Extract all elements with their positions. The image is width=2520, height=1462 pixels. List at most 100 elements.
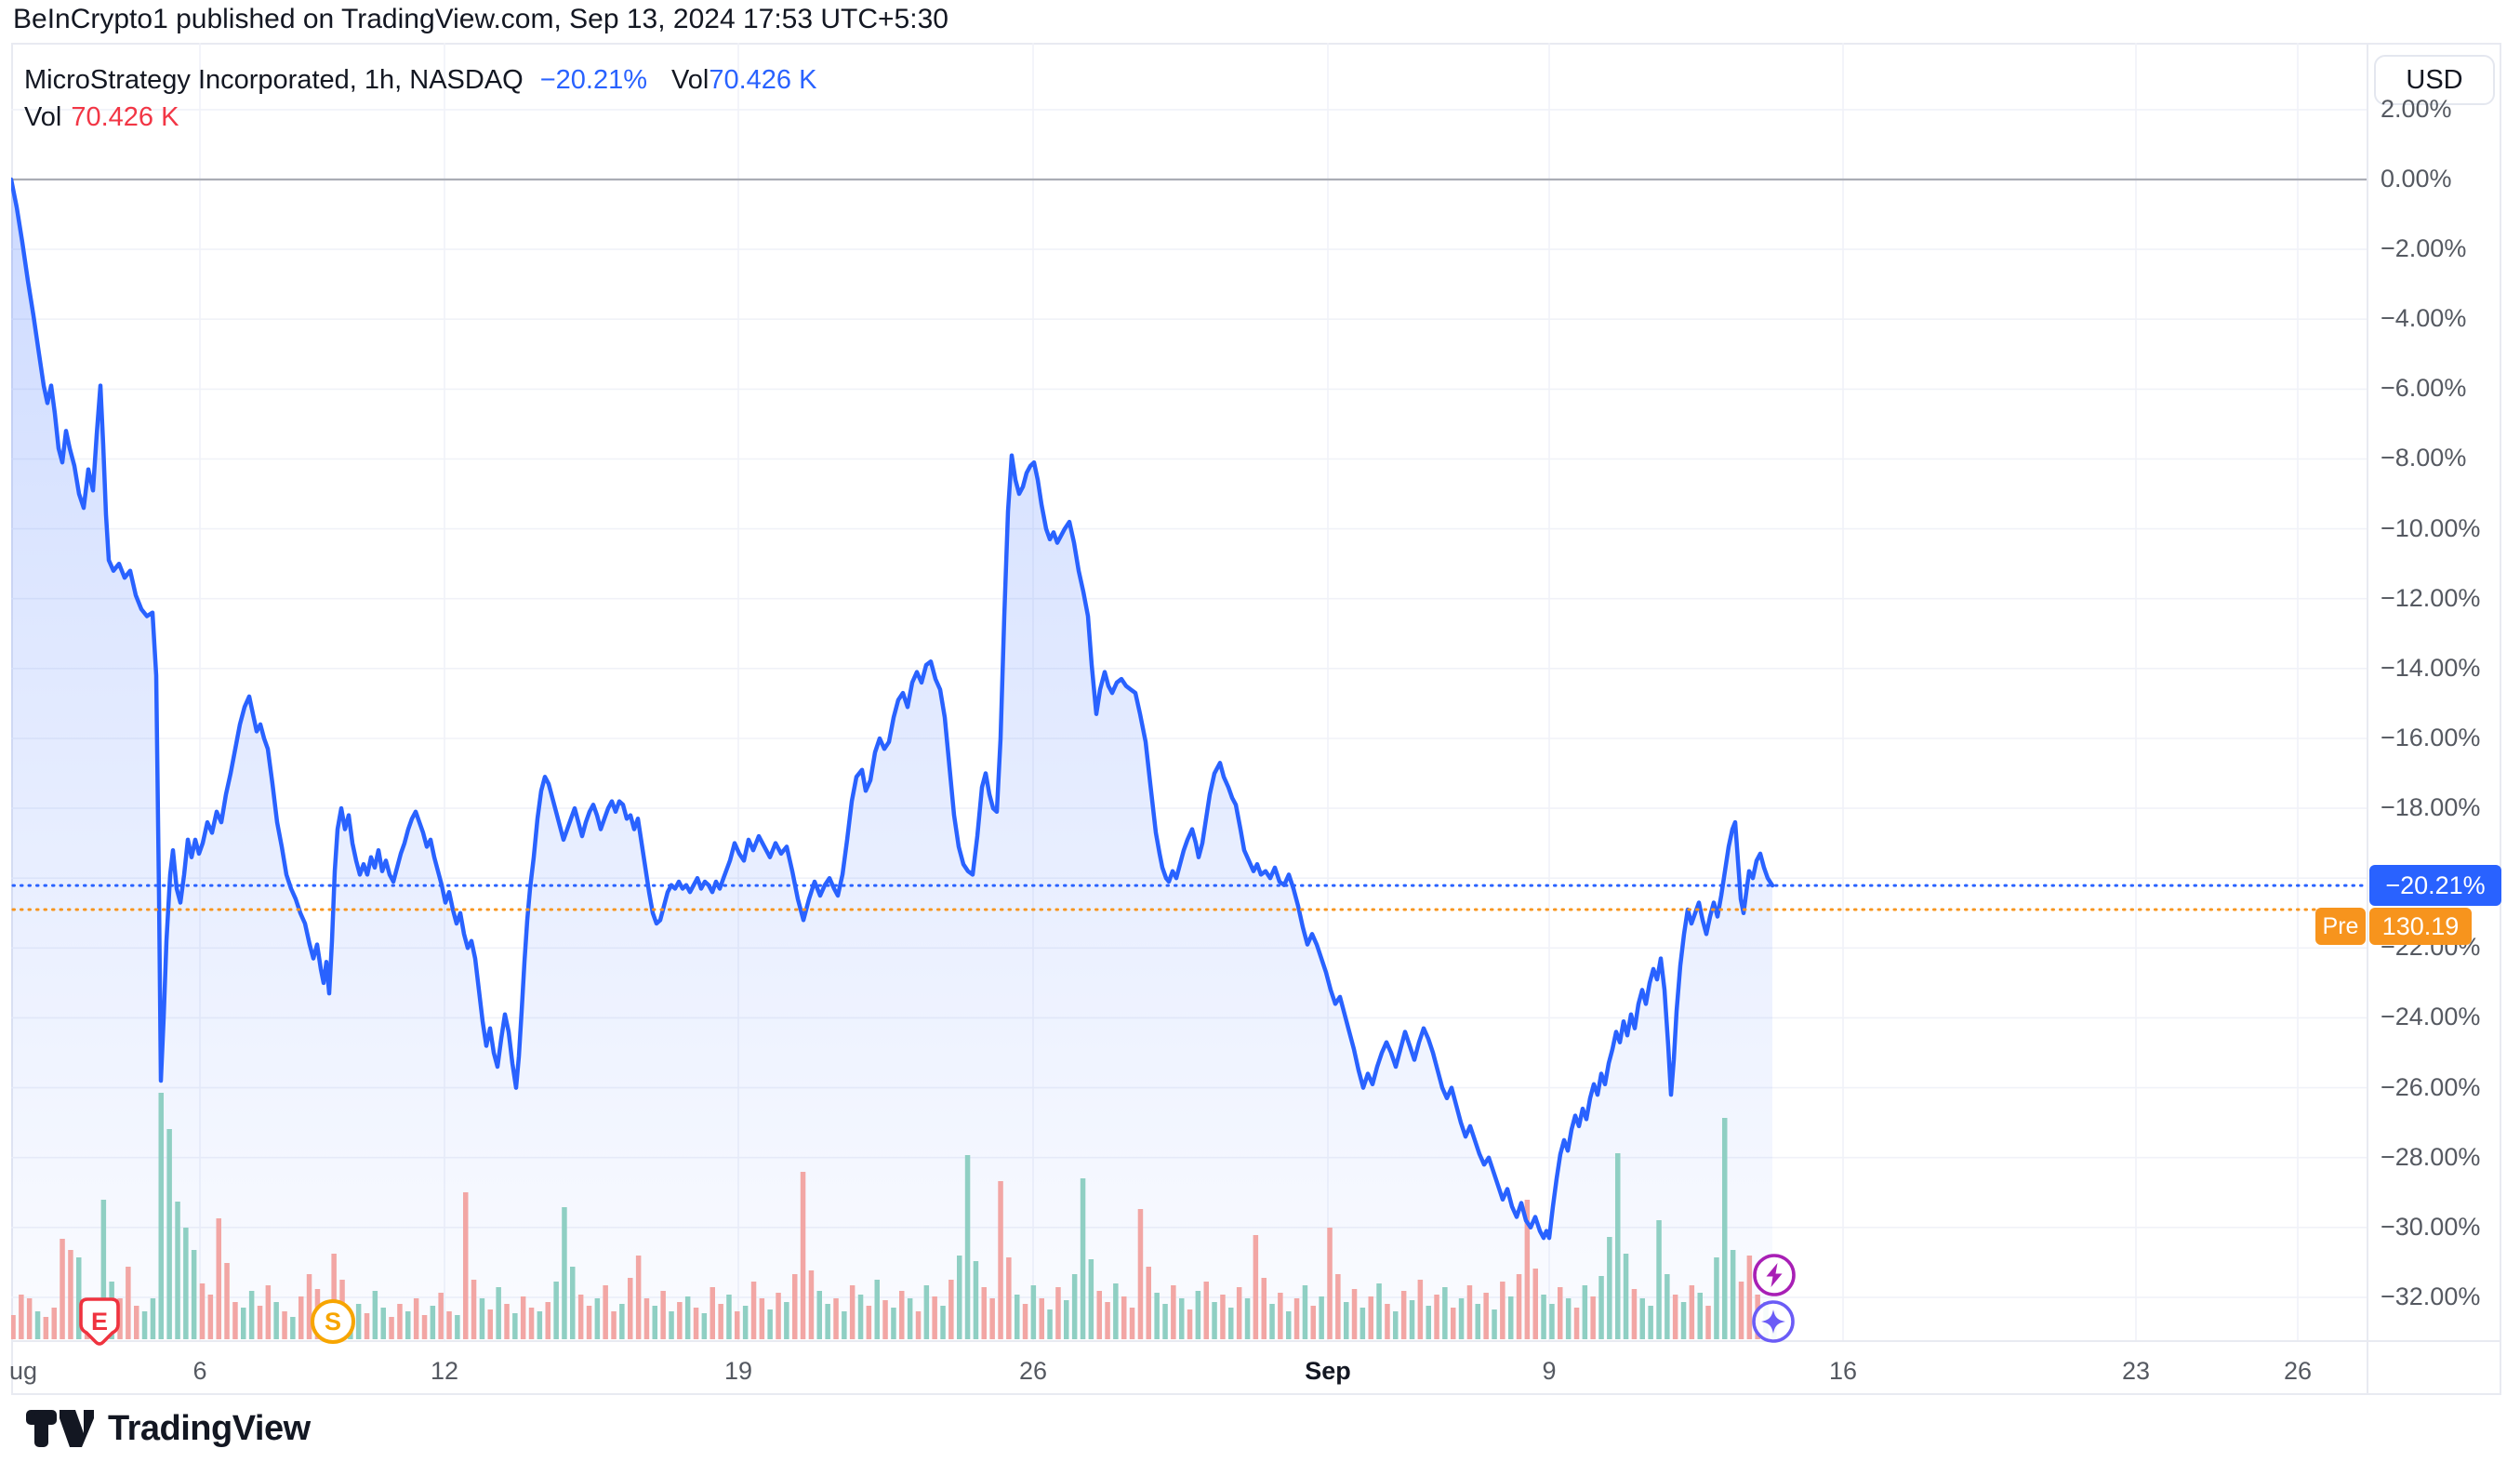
volume-bar xyxy=(1508,1296,1514,1339)
volume-bar xyxy=(1319,1296,1324,1339)
volume-bar xyxy=(389,1317,394,1339)
volume-bar xyxy=(1244,1298,1251,1339)
volume-bar xyxy=(684,1296,691,1339)
volume-bar xyxy=(1442,1287,1448,1339)
volume-bar xyxy=(1393,1311,1399,1339)
volume-bar xyxy=(34,1311,41,1339)
volume-bar xyxy=(1096,1291,1102,1339)
volume-bar xyxy=(298,1296,304,1339)
volume-bar xyxy=(248,1291,255,1339)
volume-bar xyxy=(1500,1282,1505,1339)
volume-bar xyxy=(1582,1285,1588,1339)
volume-bar xyxy=(1146,1267,1151,1339)
attribution-text: BeInCrypto1 published on TradingView.com… xyxy=(13,4,948,34)
volume-bar xyxy=(537,1311,543,1339)
volume-bar xyxy=(1030,1285,1037,1339)
volume-bar xyxy=(1376,1283,1382,1339)
earnings-marker[interactable]: E xyxy=(79,1297,120,1346)
volume-bar xyxy=(998,1181,1003,1339)
volume-bar xyxy=(816,1291,822,1339)
volume-bar xyxy=(1039,1298,1044,1339)
volume-bar xyxy=(232,1302,238,1339)
price-level-lines xyxy=(11,884,2369,911)
premarket-tag-text: Pre xyxy=(2322,912,2359,939)
volume-bar xyxy=(1516,1274,1522,1339)
volume-bar xyxy=(710,1287,715,1339)
time-scale-label: 9 xyxy=(1542,1357,1557,1385)
time-scale-label: ug xyxy=(9,1357,38,1385)
volume-bar xyxy=(1154,1293,1160,1339)
volume-bar xyxy=(1714,1257,1719,1339)
currency-toggle-button[interactable]: USD xyxy=(2374,55,2495,105)
volume-bar xyxy=(1071,1274,1078,1339)
volume-bar xyxy=(141,1311,148,1339)
volume-bar xyxy=(833,1298,839,1339)
price-scale-tick-label: −4.00% xyxy=(2381,304,2467,333)
volume-bar xyxy=(619,1304,625,1339)
split-marker[interactable]: S xyxy=(311,1299,355,1344)
volume-bar xyxy=(1212,1302,1217,1339)
volume-bar xyxy=(586,1306,592,1339)
legend-row-symbol: MicroStrategy Incorporated, 1h, NASDAQ −2… xyxy=(24,61,816,99)
volume-bar xyxy=(1351,1289,1358,1339)
price-scale-tick-label: −30.00% xyxy=(2381,1212,2481,1241)
volume-bar xyxy=(1006,1257,1012,1339)
volume-bar xyxy=(545,1302,550,1339)
premarket-price-badge: 130.19 xyxy=(2369,908,2472,946)
volume-bar xyxy=(677,1302,683,1339)
volume-bar xyxy=(1466,1285,1473,1339)
volume-bar xyxy=(372,1291,378,1339)
volume-bar xyxy=(1088,1259,1094,1339)
price-scale-tick-label: −2.00% xyxy=(2381,234,2467,263)
volume-bar xyxy=(1607,1237,1612,1339)
volume-bar xyxy=(1409,1300,1415,1339)
volume-bar xyxy=(1656,1220,1662,1339)
volume-bar xyxy=(742,1306,749,1339)
flash-icon[interactable] xyxy=(1753,1254,1796,1296)
volume-bar xyxy=(1179,1298,1185,1339)
volume-bar xyxy=(1665,1274,1670,1339)
price-scale-tick-label: 0.00% xyxy=(2381,165,2452,193)
volume-bar xyxy=(1278,1293,1283,1339)
volume-bar xyxy=(735,1311,740,1339)
volume-bar xyxy=(562,1207,567,1339)
volume-bar xyxy=(915,1311,922,1339)
time-scale-label: 12 xyxy=(430,1357,459,1385)
volume-bar xyxy=(891,1308,896,1339)
time-scale-label: Sep xyxy=(1305,1357,1351,1385)
volume-bar xyxy=(265,1285,272,1339)
tradingview-logo-text: TradingView xyxy=(108,1408,311,1448)
volume-bar xyxy=(874,1280,880,1339)
volume-bar xyxy=(1015,1295,1020,1339)
price-scale-tick-label: −26.00% xyxy=(2381,1072,2481,1101)
tradingview-logo[interactable]: TradingView xyxy=(26,1407,311,1450)
symbol-legend: MicroStrategy Incorporated, 1h, NASDAQ −2… xyxy=(24,61,816,136)
premarket-price-text: 130.19 xyxy=(2381,911,2460,940)
volume-bar xyxy=(1359,1308,1366,1339)
volume-bar xyxy=(1541,1295,1546,1339)
volume-bar xyxy=(1492,1309,1497,1339)
volume-bar xyxy=(652,1306,657,1339)
price-scale-tick-label: −12.00% xyxy=(2381,583,2481,612)
volume-bar xyxy=(1228,1308,1234,1339)
sparkle-icon[interactable] xyxy=(1752,1300,1795,1343)
volume-bar xyxy=(628,1278,633,1339)
volume-bar xyxy=(1022,1304,1028,1339)
volume-bar xyxy=(825,1304,830,1339)
volume-bar xyxy=(224,1263,230,1339)
volume-bar xyxy=(1253,1235,1259,1339)
volume-bar xyxy=(1705,1306,1711,1339)
volume-bar xyxy=(1680,1302,1687,1339)
time-scale-label: 23 xyxy=(2121,1357,2151,1385)
volume-bar xyxy=(1286,1311,1292,1339)
volume-bar xyxy=(1162,1304,1168,1339)
volume-bar xyxy=(405,1311,411,1339)
volume-bar xyxy=(957,1256,962,1339)
volume-bar xyxy=(1385,1304,1390,1339)
volume-bar xyxy=(1187,1309,1193,1339)
volume-bar xyxy=(26,1298,33,1339)
volume-bar xyxy=(1738,1282,1744,1339)
change-percent-value: −20.21% xyxy=(539,65,648,95)
time-scale-label: 19 xyxy=(723,1357,753,1385)
